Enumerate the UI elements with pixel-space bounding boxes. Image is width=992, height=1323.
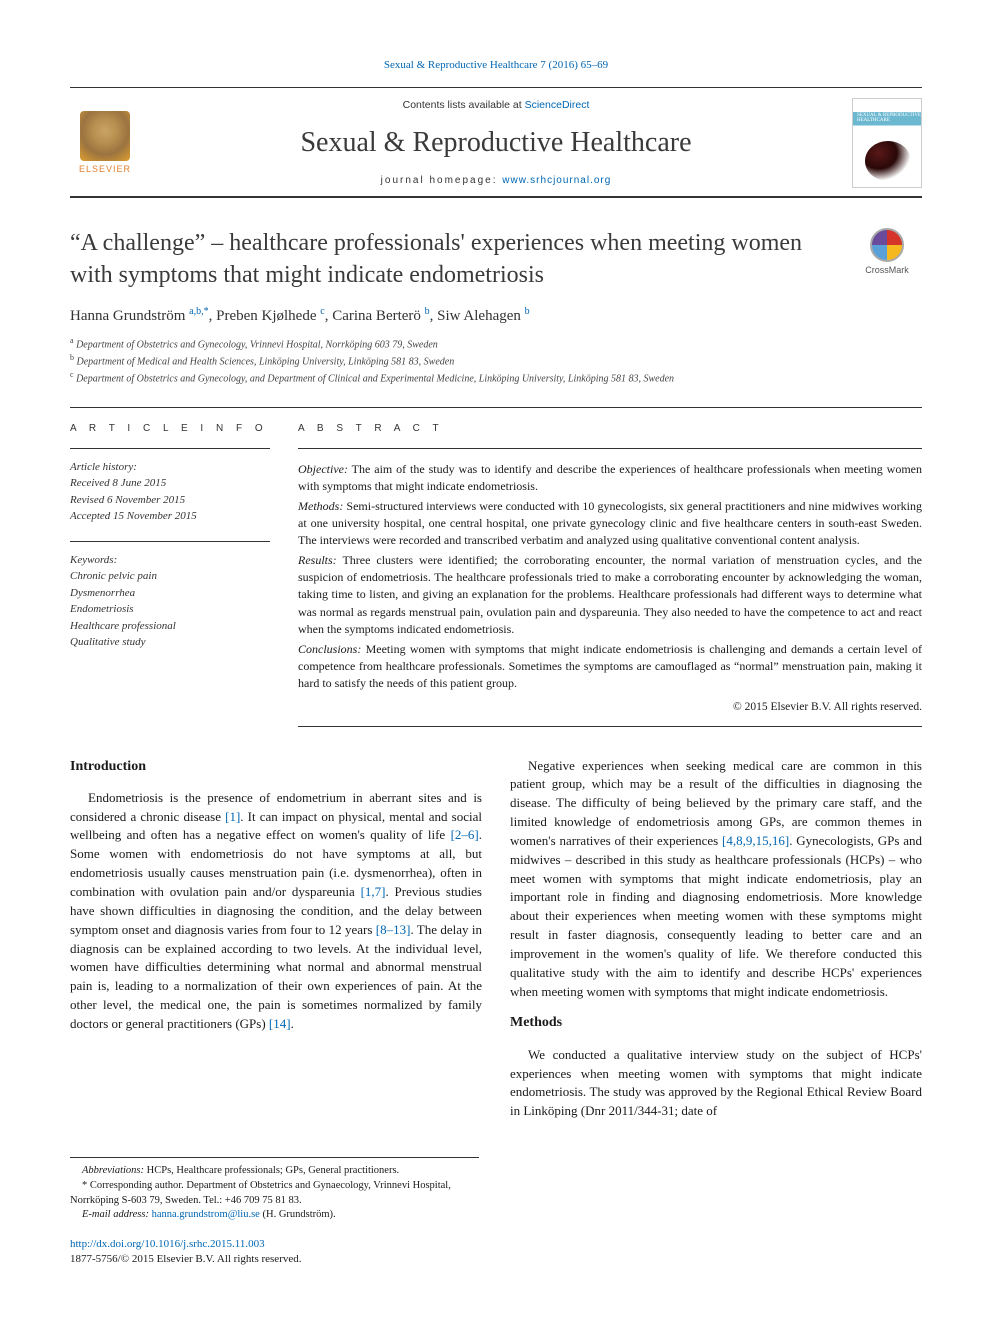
journal-title: Sexual & Reproductive Healthcare xyxy=(140,123,852,162)
keyword: Qualitative study xyxy=(70,634,270,651)
ref-link[interactable]: [1,7] xyxy=(361,884,386,899)
keyword: Healthcare professional xyxy=(70,618,270,635)
keywords-label: Keywords: xyxy=(70,552,270,569)
crossmark-badge[interactable]: CrossMark xyxy=(852,228,922,277)
history-accepted: Accepted 15 November 2015 xyxy=(70,508,270,525)
ref-link[interactable]: [2–6] xyxy=(451,827,479,842)
article-history-block: Article history: Received 8 June 2015 Re… xyxy=(70,459,270,525)
methods-label: Methods: xyxy=(298,499,343,513)
elsevier-wordmark: ELSEVIER xyxy=(79,163,131,176)
abbrev-label: Abbreviations: xyxy=(82,1165,144,1176)
abstract-heading: A B S T R A C T xyxy=(298,422,922,436)
ref-link[interactable]: [1] xyxy=(225,809,240,824)
elsevier-logo: ELSEVIER xyxy=(70,111,140,176)
contents-prefix: Contents lists available at xyxy=(403,99,525,111)
contents-available-line: Contents lists available at ScienceDirec… xyxy=(140,98,852,113)
body-column-left: Introduction Endometriosis is the presen… xyxy=(70,757,482,1134)
journal-cover-thumbnail: SEXUAL & REPRODUCTIVE HEALTHCARE xyxy=(852,98,922,188)
methods-text: Semi-structured interviews were conducte… xyxy=(298,499,922,548)
intro-text: . Gynecologists, GPs and midwives – desc… xyxy=(510,833,922,999)
body-two-column: Introduction Endometriosis is the presen… xyxy=(70,757,922,1134)
abstract-results: Results: Three clusters were identified;… xyxy=(298,552,922,639)
abstract-column: A B S T R A C T Objective: The aim of th… xyxy=(298,408,922,727)
affiliation-line: c Department of Obstetrics and Gynecolog… xyxy=(70,369,922,386)
results-text: Three clusters were identified; the corr… xyxy=(298,553,922,637)
abstract-conclusions: Conclusions: Meeting women with symptoms… xyxy=(298,641,922,693)
ref-link[interactable]: [14] xyxy=(269,1016,291,1031)
email-footnote: E-mail address: hanna.grundstrom@liu.se … xyxy=(70,1208,479,1223)
history-label: Article history: xyxy=(70,459,270,476)
elsevier-tree-icon xyxy=(80,111,130,161)
article-info-heading: A R T I C L E I N F O xyxy=(70,422,270,436)
keyword: Dysmenorrhea xyxy=(70,585,270,602)
intro-text: . xyxy=(291,1016,294,1031)
article-info-sidebar: A R T I C L E I N F O Article history: R… xyxy=(70,408,270,727)
email-link[interactable]: hanna.grundstrom@liu.se xyxy=(152,1209,260,1220)
homepage-prefix: journal homepage: xyxy=(381,175,503,186)
corresponding-author-footnote: * Corresponding author. Department of Ob… xyxy=(70,1179,479,1208)
abbrev-text: HCPs, Healthcare professionals; GPs, Gen… xyxy=(144,1165,399,1176)
footnotes-block: Abbreviations: HCPs, Healthcare professi… xyxy=(70,1157,479,1223)
results-label: Results: xyxy=(298,553,337,567)
masthead: ELSEVIER Contents lists available at Sci… xyxy=(70,87,922,198)
cover-thumb-label: SEXUAL & REPRODUCTIVE HEALTHCARE xyxy=(857,113,921,123)
intro-paragraph-2: Negative experiences when seeking medica… xyxy=(510,757,922,1002)
authors-line: Hanna Grundström a,b,*, Preben Kjølhede … xyxy=(70,305,922,327)
sciencedirect-link[interactable]: ScienceDirect xyxy=(525,99,590,111)
abbreviations-footnote: Abbreviations: HCPs, Healthcare professi… xyxy=(70,1164,479,1179)
abstract-copyright: © 2015 Elsevier B.V. All rights reserved… xyxy=(298,699,922,716)
intro-paragraph-1: Endometriosis is the presence of endomet… xyxy=(70,789,482,1034)
methods-paragraph-1: We conducted a qualitative interview stu… xyxy=(510,1046,922,1121)
introduction-heading: Introduction xyxy=(70,757,482,777)
homepage-link[interactable]: www.srhcjournal.org xyxy=(502,175,611,186)
article-title: “A challenge” – healthcare professionals… xyxy=(70,228,830,290)
affiliations: a Department of Obstetrics and Gynecolog… xyxy=(70,335,922,387)
crossmark-icon xyxy=(870,228,904,262)
methods-heading: Methods xyxy=(510,1013,922,1033)
affiliation-line: a Department of Obstetrics and Gynecolog… xyxy=(70,335,922,352)
journal-reference: Sexual & Reproductive Healthcare 7 (2016… xyxy=(70,58,922,73)
history-revised: Revised 6 November 2015 xyxy=(70,492,270,509)
ref-link[interactable]: [4,8,9,15,16] xyxy=(722,833,789,848)
crossmark-label: CrossMark xyxy=(865,264,909,277)
conclusions-label: Conclusions: xyxy=(298,642,361,656)
journal-homepage-line: journal homepage: www.srhcjournal.org xyxy=(140,174,852,188)
doi-link[interactable]: http://dx.doi.org/10.1016/j.srhc.2015.11… xyxy=(70,1238,265,1250)
history-received: Received 8 June 2015 xyxy=(70,475,270,492)
email-suffix: (H. Grundström). xyxy=(260,1209,336,1220)
abstract-methods: Methods: Semi-structured interviews were… xyxy=(298,498,922,550)
conclusions-text: Meeting women with symptoms that might i… xyxy=(298,642,922,691)
email-label: E-mail address: xyxy=(82,1209,149,1220)
doi-block: http://dx.doi.org/10.1016/j.srhc.2015.11… xyxy=(70,1237,922,1268)
keywords-block: Keywords: Chronic pelvic pain Dysmenorrh… xyxy=(70,552,270,651)
keyword: Endometriosis xyxy=(70,601,270,618)
intro-text: . The delay in diagnosis can be explaine… xyxy=(70,922,482,1031)
keyword: Chronic pelvic pain xyxy=(70,568,270,585)
objective-label: Objective: xyxy=(298,462,348,476)
objective-text: The aim of the study was to identify and… xyxy=(298,462,922,493)
ref-link[interactable]: [8–13] xyxy=(376,922,411,937)
issn-copyright-line: 1877-5756/© 2015 Elsevier B.V. All right… xyxy=(70,1253,302,1265)
abstract-objective: Objective: The aim of the study was to i… xyxy=(298,461,922,496)
affiliation-line: b Department of Medical and Health Scien… xyxy=(70,352,922,369)
body-column-right: Negative experiences when seeking medica… xyxy=(510,757,922,1134)
